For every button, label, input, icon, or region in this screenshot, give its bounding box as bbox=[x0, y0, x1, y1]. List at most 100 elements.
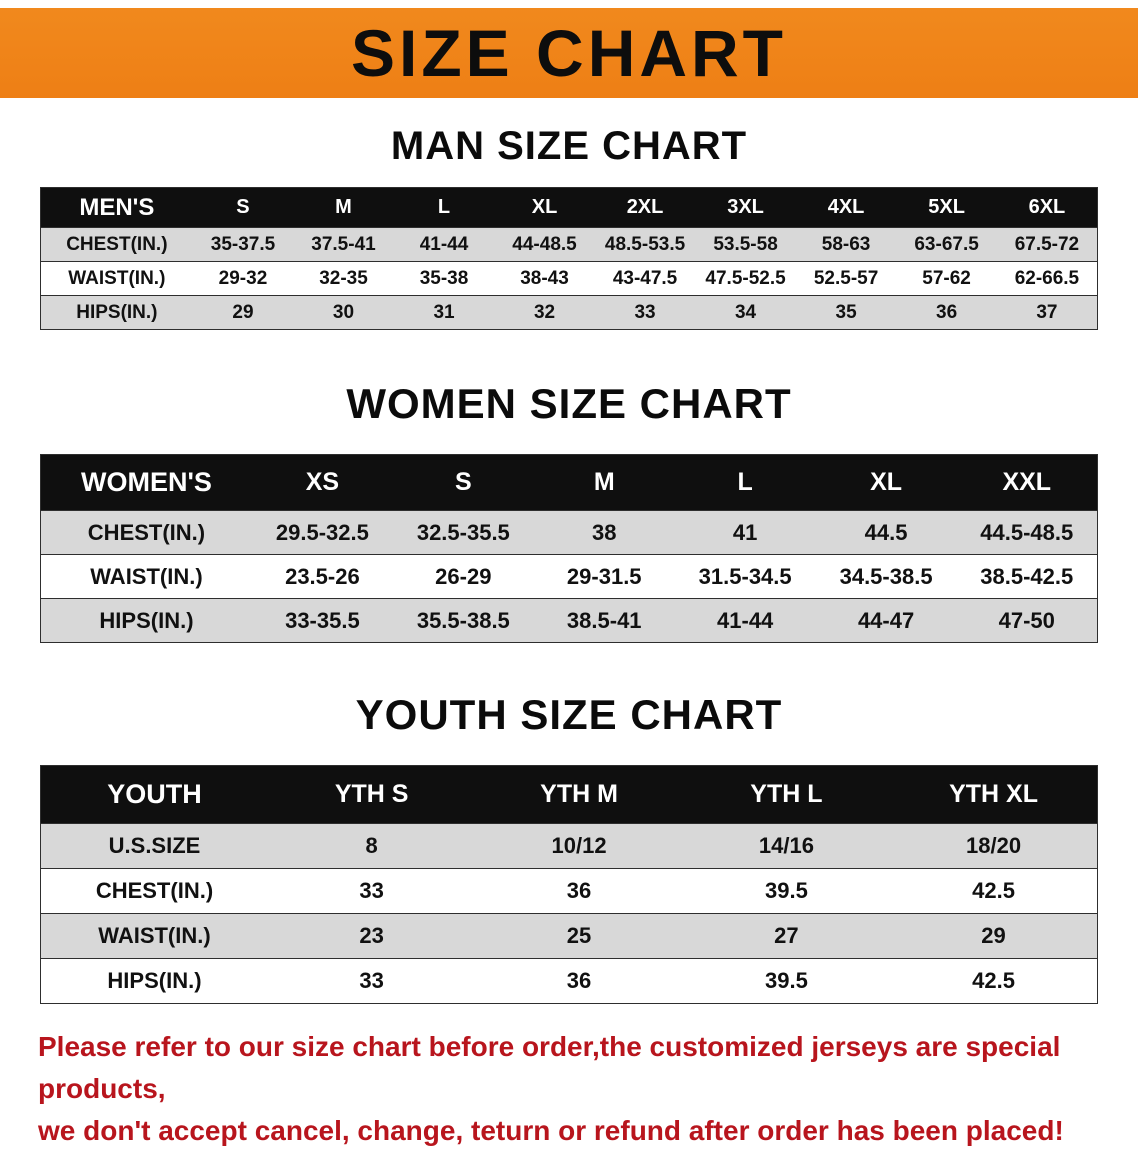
table-cell: 52.5-57 bbox=[795, 261, 897, 296]
column-header: 2XL bbox=[594, 187, 696, 228]
table-cell: 35 bbox=[795, 295, 897, 330]
table-cell: 30 bbox=[293, 295, 394, 330]
table-cell: 38 bbox=[533, 510, 675, 555]
table-row: CHEST(IN.) 35-37.5 37.5-41 41-44 44-48.5… bbox=[40, 227, 1098, 262]
column-header: 6XL bbox=[996, 187, 1098, 228]
table-cell: 62-66.5 bbox=[996, 261, 1098, 296]
table-cell: 41-44 bbox=[674, 598, 816, 643]
column-header: YTH M bbox=[475, 765, 683, 824]
row-label: WAIST(IN.) bbox=[40, 554, 252, 599]
table-cell: 58-63 bbox=[795, 227, 897, 262]
table-cell: 36 bbox=[475, 868, 683, 914]
table-cell: 36 bbox=[475, 958, 683, 1004]
table-cell: 44-48.5 bbox=[494, 227, 595, 262]
table-cell: 53.5-58 bbox=[695, 227, 796, 262]
column-header: XS bbox=[251, 454, 393, 511]
column-header: 3XL bbox=[695, 187, 796, 228]
table-cell: 29-31.5 bbox=[533, 554, 675, 599]
page-title: SIZE CHART bbox=[351, 16, 787, 90]
table-cell: 29-32 bbox=[192, 261, 294, 296]
column-header: 4XL bbox=[795, 187, 897, 228]
women-section-title: WOMEN SIZE CHART bbox=[346, 380, 792, 427]
table-cell: 44-47 bbox=[815, 598, 957, 643]
disclaimer-line-2: we don't accept cancel, change, teturn o… bbox=[38, 1115, 1064, 1146]
men-section: MAN SIZE CHART MEN'S S M L XL 2XL 3XL 4X… bbox=[0, 124, 1138, 330]
disclaimer-note: Please refer to our size chart before or… bbox=[38, 1026, 1100, 1152]
table-cell: 42.5 bbox=[890, 958, 1098, 1004]
table-cell: 57-62 bbox=[896, 261, 997, 296]
row-label: U.S.SIZE bbox=[40, 823, 268, 869]
table-cell: 23 bbox=[267, 913, 476, 959]
table-cell: 32 bbox=[494, 295, 595, 330]
table-cell: 47.5-52.5 bbox=[695, 261, 796, 296]
table-header-row: YOUTH YTH S YTH M YTH L YTH XL bbox=[40, 765, 1098, 824]
table-cell: 41 bbox=[674, 510, 816, 555]
table-cell: 38-43 bbox=[494, 261, 595, 296]
column-header: M bbox=[293, 187, 394, 228]
table-row: WAIST(IN.) 23.5-26 26-29 29-31.5 31.5-34… bbox=[40, 554, 1098, 599]
table-cell: 35-38 bbox=[393, 261, 495, 296]
column-header: XL bbox=[815, 454, 957, 511]
table-cell: 25 bbox=[475, 913, 683, 959]
table-row: CHEST(IN.) 29.5-32.5 32.5-35.5 38 41 44.… bbox=[40, 510, 1098, 555]
table-cell: 31 bbox=[393, 295, 495, 330]
table-cell: 34 bbox=[695, 295, 796, 330]
column-header: YTH S bbox=[267, 765, 476, 824]
table-cell: 33-35.5 bbox=[251, 598, 393, 643]
men-section-title: MAN SIZE CHART bbox=[390, 124, 748, 168]
table-cell: 32.5-35.5 bbox=[392, 510, 534, 555]
table-cell: 43-47.5 bbox=[594, 261, 696, 296]
men-size-table: MEN'S S M L XL 2XL 3XL 4XL 5XL 6XL CHEST… bbox=[40, 187, 1098, 330]
table-row: WAIST(IN.) 29-32 32-35 35-38 38-43 43-47… bbox=[40, 261, 1098, 296]
table-cell: 67.5-72 bbox=[996, 227, 1098, 262]
table-cell: 63-67.5 bbox=[896, 227, 997, 262]
table-row: U.S.SIZE 8 10/12 14/16 18/20 bbox=[40, 823, 1098, 869]
column-header: YTH XL bbox=[890, 765, 1098, 824]
table-cell: 35-37.5 bbox=[192, 227, 294, 262]
row-label: HIPS(IN.) bbox=[40, 598, 252, 643]
table-header-row: WOMEN'S XS S M L XL XXL bbox=[40, 454, 1098, 511]
table-row: HIPS(IN.) 29 30 31 32 33 34 35 36 37 bbox=[40, 295, 1098, 330]
table-cell: 33 bbox=[267, 868, 476, 914]
table-cell: 37 bbox=[996, 295, 1098, 330]
table-cell: 32-35 bbox=[293, 261, 394, 296]
row-label: HIPS(IN.) bbox=[40, 958, 268, 1004]
table-cell: 47-50 bbox=[956, 598, 1098, 643]
table-cell: 38.5-42.5 bbox=[956, 554, 1098, 599]
column-header: S bbox=[392, 454, 534, 511]
table-cell: 39.5 bbox=[682, 958, 891, 1004]
column-header: XL bbox=[494, 187, 595, 228]
table-cell: 44.5-48.5 bbox=[956, 510, 1098, 555]
table-cell: 37.5-41 bbox=[293, 227, 394, 262]
table-cell: 29.5-32.5 bbox=[251, 510, 393, 555]
youth-size-table: YOUTH YTH S YTH M YTH L YTH XL U.S.SIZE … bbox=[40, 765, 1098, 1004]
banner: SIZE CHART bbox=[0, 8, 1138, 98]
table-cell: 42.5 bbox=[890, 868, 1098, 914]
column-header: L bbox=[393, 187, 495, 228]
table-cell: 39.5 bbox=[682, 868, 891, 914]
table-cell: 36 bbox=[896, 295, 997, 330]
women-size-table: WOMEN'S XS S M L XL XXL CHEST(IN.) 29.5-… bbox=[40, 454, 1098, 643]
table-cell: 29 bbox=[192, 295, 294, 330]
row-label: CHEST(IN.) bbox=[40, 227, 193, 262]
table-cell: 18/20 bbox=[890, 823, 1098, 869]
disclaimer-line-1: Please refer to our size chart before or… bbox=[38, 1031, 1061, 1104]
table-row: WAIST(IN.) 23 25 27 29 bbox=[40, 913, 1098, 959]
table-row: HIPS(IN.) 33-35.5 35.5-38.5 38.5-41 41-4… bbox=[40, 598, 1098, 643]
column-header: YTH L bbox=[682, 765, 891, 824]
table-cell: 31.5-34.5 bbox=[674, 554, 816, 599]
table-cell: 33 bbox=[267, 958, 476, 1004]
table-row: CHEST(IN.) 33 36 39.5 42.5 bbox=[40, 868, 1098, 914]
women-section: WOMEN SIZE CHART WOMEN'S XS S M L XL XXL bbox=[0, 380, 1138, 643]
table-cell: 34.5-38.5 bbox=[815, 554, 957, 599]
table-cell: 48.5-53.5 bbox=[594, 227, 696, 262]
row-label: CHEST(IN.) bbox=[40, 868, 268, 914]
table-header-row: MEN'S S M L XL 2XL 3XL 4XL 5XL 6XL bbox=[40, 187, 1098, 228]
table-cell: 8 bbox=[267, 823, 476, 869]
table-cell: 38.5-41 bbox=[533, 598, 675, 643]
table-cell: 26-29 bbox=[392, 554, 534, 599]
row-label: WAIST(IN.) bbox=[40, 261, 193, 296]
column-header: XXL bbox=[956, 454, 1098, 511]
table-cell: 23.5-26 bbox=[251, 554, 393, 599]
